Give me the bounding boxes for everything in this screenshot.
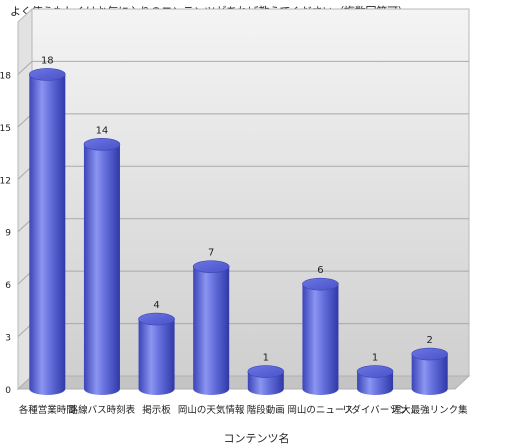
bar-cap bbox=[83, 138, 121, 151]
bar-body bbox=[83, 144, 120, 395]
bar: 18 bbox=[29, 55, 66, 395]
y-tick-label: 6 bbox=[5, 281, 11, 291]
bar-value-label: 2 bbox=[427, 335, 433, 346]
bar-value-label: 4 bbox=[153, 300, 159, 311]
y-tick-label: 18 bbox=[0, 71, 11, 81]
bar-body bbox=[138, 319, 175, 395]
y-tick-label: 15 bbox=[0, 124, 11, 134]
bar-body bbox=[193, 266, 230, 395]
x-tick-label: 路線バス時刻表 bbox=[69, 404, 136, 416]
bar-body bbox=[247, 371, 284, 395]
x-tick-label: 階段動画 bbox=[247, 404, 285, 416]
bar-body bbox=[357, 371, 394, 395]
bar-cap bbox=[192, 260, 230, 273]
y-tick-label: 12 bbox=[0, 176, 11, 186]
bar: 14 bbox=[83, 125, 121, 395]
bar: 6 bbox=[302, 265, 339, 395]
bar-cap bbox=[247, 365, 285, 378]
bar-cap bbox=[302, 277, 339, 291]
bar-body bbox=[29, 74, 66, 395]
bar: 1 bbox=[247, 353, 285, 395]
bar-body bbox=[302, 284, 339, 395]
y-tick-label: 9 bbox=[5, 229, 11, 239]
x-tick-label: 各種営業時間 bbox=[19, 404, 76, 416]
bar-value-label: 6 bbox=[317, 265, 323, 276]
bar-value-label: 18 bbox=[41, 55, 54, 66]
bar-value-label: 7 bbox=[208, 248, 214, 259]
x-tick-label: 岡山のニュース bbox=[287, 405, 353, 416]
x-tick-label: 理大最強リンク集 bbox=[392, 404, 469, 416]
y-tick-label: 0 bbox=[5, 386, 11, 396]
bar-value-label: 14 bbox=[96, 125, 109, 136]
bar: 1 bbox=[356, 353, 394, 395]
y-axis-ticks: 0 3 6 9 12 15 18 bbox=[0, 71, 11, 396]
x-tick-label: 岡山の天気情報 bbox=[178, 404, 245, 416]
bar-cap bbox=[138, 312, 175, 326]
bar-cap bbox=[411, 347, 448, 361]
bar: 2 bbox=[411, 335, 448, 395]
bar: 4 bbox=[138, 300, 175, 395]
y-tick-label: 3 bbox=[5, 334, 11, 344]
bar-value-label: 1 bbox=[372, 353, 378, 364]
x-tick-label: 掲示板 bbox=[142, 404, 171, 416]
bar-value-label: 1 bbox=[263, 353, 269, 364]
x-tick-label: リダイバーソン bbox=[342, 404, 408, 416]
plot-frame bbox=[16, 7, 471, 391]
bar: 7 bbox=[192, 248, 230, 395]
gridline bbox=[17, 60, 469, 75]
bar-body bbox=[411, 354, 448, 395]
bar-cap bbox=[29, 68, 66, 81]
bars: 18 14 4 7 1 6 1 2 bbox=[29, 55, 448, 395]
x-axis-title: コンテンツ名 bbox=[223, 432, 290, 445]
bar-cap bbox=[356, 365, 394, 378]
